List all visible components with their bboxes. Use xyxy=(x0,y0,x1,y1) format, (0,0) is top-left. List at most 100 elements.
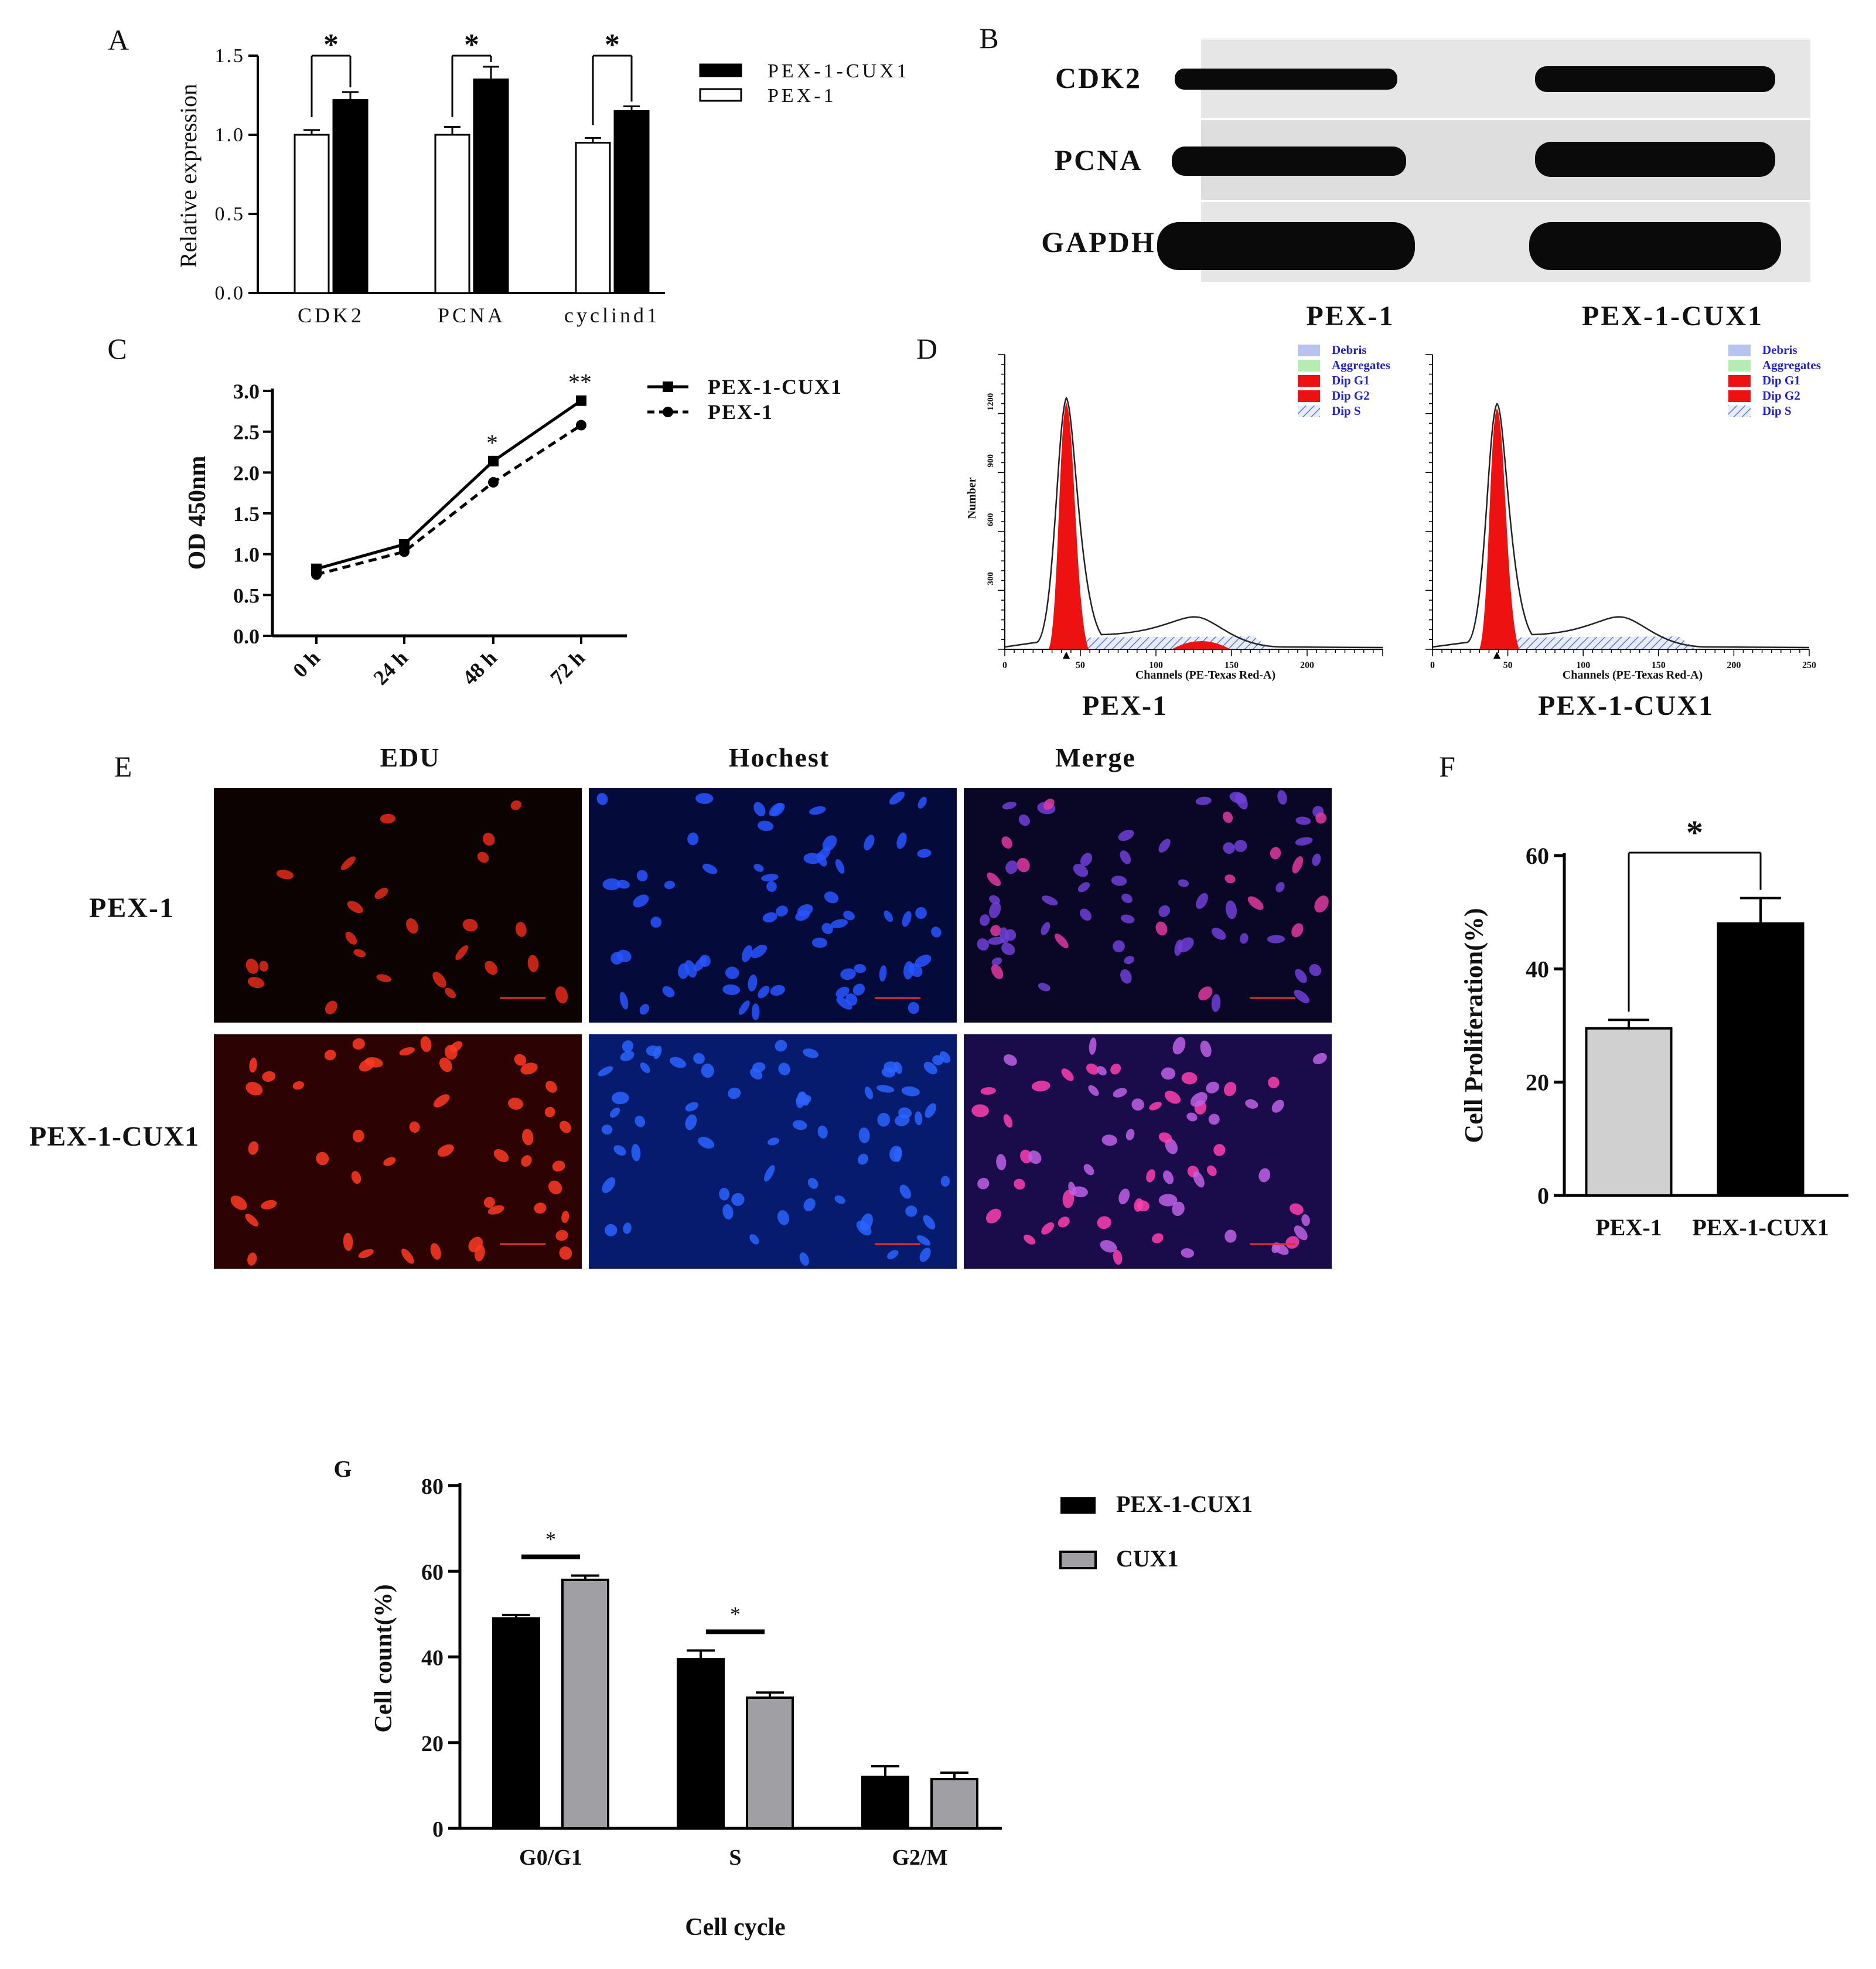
edu-nucleus xyxy=(1211,928,1226,940)
panel-label-a: A xyxy=(108,23,129,56)
edu-nucleus xyxy=(687,832,699,846)
edu-nucleus xyxy=(325,1000,337,1014)
edu-nucleus xyxy=(1164,1091,1181,1104)
bar-f-PEX-1-CUX1 xyxy=(1717,922,1805,1197)
edu-nucleus xyxy=(401,1248,414,1264)
edu-nucleus xyxy=(684,960,697,978)
edu-nucleus xyxy=(650,917,662,928)
edu-nucleus xyxy=(670,1057,687,1068)
bar-pex1-CDK2 xyxy=(294,134,330,294)
y-tick-label-f: 0 xyxy=(1537,1183,1549,1209)
edu-nucleus xyxy=(915,955,932,968)
edu-nucleus xyxy=(248,1141,259,1155)
edu-nucleus xyxy=(991,957,1002,966)
flow-legend-swatch-Debris xyxy=(1728,345,1751,356)
edu-nucleus xyxy=(646,1045,660,1057)
edu-nucleus xyxy=(818,847,831,861)
bar-g-PEX-1-CUX1-S xyxy=(677,1658,725,1830)
edu-nucleus xyxy=(1277,790,1287,805)
flow-dip-s-region xyxy=(1503,636,1696,649)
edu-column-label-EDU: EDU xyxy=(380,742,440,772)
edu-nucleus xyxy=(635,1115,646,1127)
edu-nucleus xyxy=(1294,1225,1308,1241)
panel-g: G 0 20 40 60 80 Cell count(%) G0/G1 * S * G2/M Cell … xyxy=(0,1430,1406,1969)
edu-nucleus xyxy=(1073,864,1089,877)
edu-nucleus xyxy=(860,1213,873,1231)
edu-nucleus xyxy=(1058,1217,1070,1228)
edu-nucleus xyxy=(915,1111,923,1126)
significance-star-c: ** xyxy=(568,369,592,396)
edu-nucleus xyxy=(722,1204,734,1219)
y-tick-label-a: 1.0 xyxy=(215,124,245,146)
x-tick-label-c: 48 h xyxy=(458,646,501,689)
x-tick-label-f: PEX-1 xyxy=(1595,1214,1662,1241)
edu-nucleus xyxy=(770,984,785,996)
edu-image-PEX-1-CUX1-Hochest xyxy=(589,1034,957,1269)
edu-nucleus xyxy=(544,1106,555,1118)
flow-legend-label-Debris: Debris xyxy=(1332,343,1367,357)
bar-pex1cux1-CDK2 xyxy=(332,99,369,294)
y-tick-label-a: 0.0 xyxy=(215,282,245,304)
edu-nucleus xyxy=(1024,1234,1036,1245)
edu-nucleus xyxy=(430,1243,441,1260)
edu-nucleus xyxy=(1290,1203,1304,1215)
edu-image-PEX-1-Merge xyxy=(964,788,1332,1023)
flow-x-tick-label: 50 xyxy=(1076,660,1085,670)
y-tick-label-c: 2.5 xyxy=(233,421,260,444)
edu-nucleus xyxy=(1118,829,1134,842)
x-tick-label-c: 24 h xyxy=(369,646,412,689)
edu-nucleus xyxy=(1301,1214,1310,1227)
edu-nucleus xyxy=(830,919,848,928)
edu-nucleus xyxy=(596,793,608,805)
flow-legend-label-Aggregates: Aggregates xyxy=(1332,358,1390,372)
edu-nucleus xyxy=(731,1193,745,1206)
significance-star-c: * xyxy=(486,430,498,456)
edu-nucleus xyxy=(769,802,783,816)
flow-legend-swatch-Debris xyxy=(1298,345,1320,356)
y-axis-label-f: Cell Proliferation(%) xyxy=(1459,908,1488,1143)
edu-nucleus xyxy=(925,1103,937,1118)
edu-nucleus xyxy=(1172,1201,1185,1217)
y-tick-label-g: 60 xyxy=(421,1560,444,1585)
edu-nucleus xyxy=(1295,837,1313,846)
edu-nucleus xyxy=(230,1195,247,1210)
significance-star-f: * xyxy=(1686,813,1703,851)
flow-y-tick-label: 900 xyxy=(986,454,995,468)
edu-nucleus xyxy=(633,894,649,908)
panel-a: A 0.0 0.5 1.0 1.5 Relative expression * CDK2 * PC… xyxy=(0,0,961,340)
edu-nucleus xyxy=(758,820,774,832)
blot-row-label-CDK2: CDK2 xyxy=(1055,62,1142,94)
edu-nucleus xyxy=(249,1057,257,1073)
edu-nucleus xyxy=(432,972,446,988)
edu-nucleus xyxy=(521,1155,532,1167)
bar-f-PEX-1 xyxy=(1585,1027,1673,1197)
edu-nucleus xyxy=(877,1112,891,1127)
edu-nucleus xyxy=(1223,842,1235,854)
edu-nucleus xyxy=(1312,1052,1327,1065)
edu-nucleus xyxy=(1240,933,1249,944)
edu-nucleus xyxy=(555,1229,568,1241)
flow-histogram-envelope xyxy=(1004,396,1383,649)
edu-nucleus xyxy=(881,1067,896,1078)
edu-nucleus xyxy=(261,1200,277,1210)
edu-nucleus xyxy=(343,1232,353,1251)
blot-row-label-PCNA: PCNA xyxy=(1055,144,1143,176)
edu-image-PEX-1-EDU xyxy=(214,788,582,1023)
edu-nucleus xyxy=(889,791,905,805)
edu-nucleus xyxy=(433,1094,450,1108)
edu-nucleus xyxy=(917,849,932,858)
edu-nucleus xyxy=(980,914,990,926)
edu-nucleus xyxy=(324,1050,336,1061)
edu-nucleus xyxy=(352,1038,365,1050)
edu-nucleus xyxy=(527,955,539,972)
y-tick-label-c: 3.0 xyxy=(233,380,260,403)
edu-nucleus xyxy=(887,1250,899,1259)
edu-nucleus xyxy=(664,880,676,890)
edu-nucleus xyxy=(1285,1236,1299,1249)
edu-nucleus xyxy=(383,1157,396,1166)
edu-nucleus xyxy=(636,870,648,882)
flow-legend-label-Dip G1: Dip G1 xyxy=(1762,373,1800,387)
edu-nucleus xyxy=(640,1062,650,1074)
blot-band-GAPDH-PEX-1 xyxy=(1157,222,1415,270)
edu-nucleus xyxy=(980,1087,996,1095)
